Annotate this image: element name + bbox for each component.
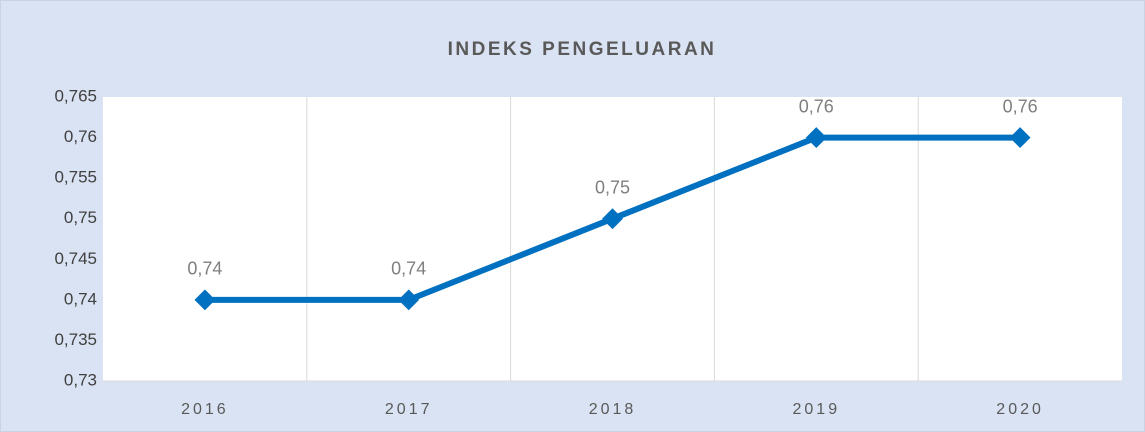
data-label: 0,74	[391, 259, 426, 279]
y-tick-label: 0,76	[64, 127, 97, 146]
x-tick-label: 2019	[793, 401, 841, 418]
y-tick-label: 0,765	[54, 86, 97, 105]
data-label: 0,76	[799, 96, 834, 116]
data-marker	[398, 289, 420, 311]
data-marker	[602, 208, 623, 230]
data-label: 0,76	[1003, 96, 1038, 116]
data-marker	[194, 289, 216, 311]
y-tick-label: 0,73	[64, 370, 97, 389]
data-marker	[1009, 127, 1031, 148]
chart-title: INDEKS PENGELUARAN	[448, 39, 717, 60]
y-tick-label: 0,735	[54, 330, 97, 349]
y-tick-label: 0,74	[64, 289, 97, 308]
data-label: 0,75	[595, 177, 630, 197]
y-tick-label: 0,745	[54, 249, 97, 268]
data-marker	[805, 127, 827, 148]
x-tick-label: 2017	[385, 401, 433, 418]
data-label: 0,74	[187, 259, 222, 279]
x-tick-label: 2020	[996, 401, 1044, 418]
x-tick-label: 2018	[589, 401, 637, 418]
plot-area	[103, 97, 1122, 381]
y-tick-label: 0,755	[54, 168, 97, 187]
x-tick-label: 2016	[181, 401, 229, 418]
y-tick-label: 0,75	[64, 208, 97, 227]
